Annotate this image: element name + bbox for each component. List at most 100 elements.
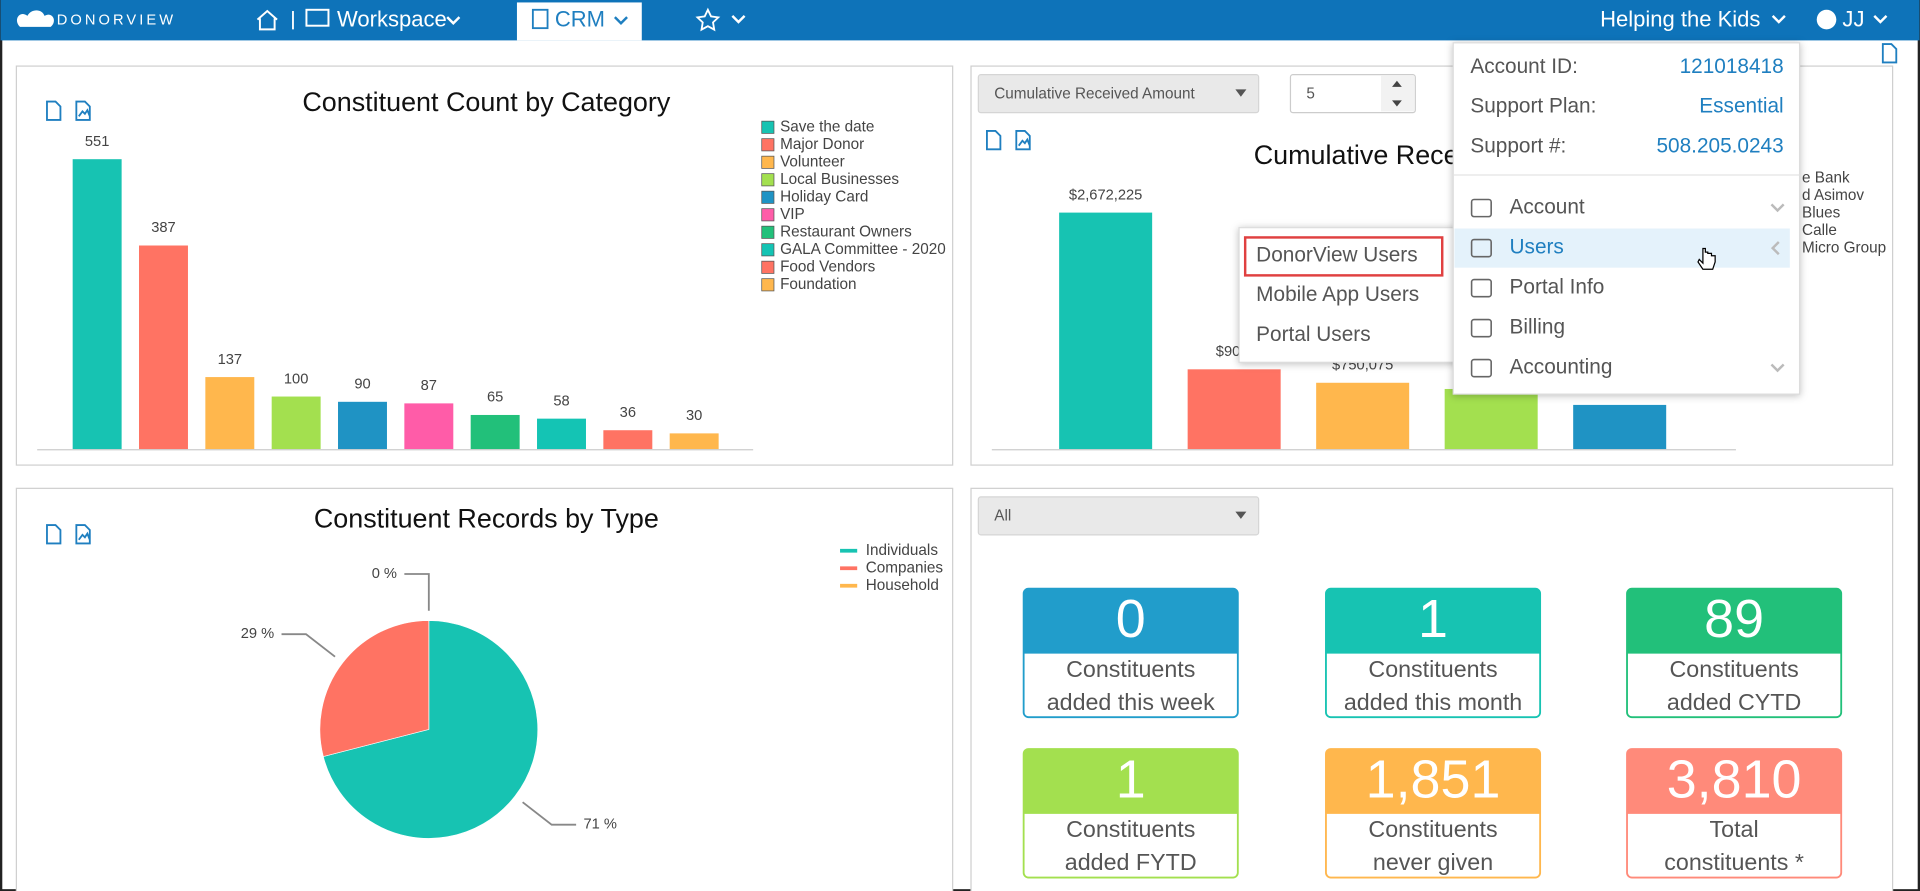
kpi-header: [1325, 588, 1541, 654]
kpi-header: [1627, 588, 1842, 654]
legend-swatch: [761, 173, 775, 187]
value-label: 87: [421, 378, 437, 394]
bar: [470, 414, 520, 450]
kpi-value: 1: [1116, 750, 1146, 810]
legend-label[interactable]: e Bank: [1802, 170, 1850, 187]
bar: [404, 403, 454, 450]
pie-slice: [322, 620, 539, 839]
legend-label[interactable]: Micro Group: [1802, 240, 1886, 257]
count-value[interactable]: 5: [1306, 85, 1314, 102]
value-label: 551: [85, 134, 109, 150]
chevron-icon[interactable]: [1771, 15, 1786, 24]
kpi-caption: added CYTD: [1667, 689, 1801, 715]
pdf-export-icon[interactable]: [986, 130, 1002, 151]
legend-label[interactable]: Save the date: [780, 118, 874, 135]
menu-item[interactable]: Account: [1510, 196, 1585, 219]
kpi-caption: constituents *: [1664, 849, 1804, 875]
image-export-icon[interactable]: [75, 524, 91, 545]
spinner[interactable]: [1381, 75, 1415, 112]
legend-swatch: [761, 190, 775, 204]
info-value[interactable]: 508.205.0243: [1656, 134, 1783, 157]
legend-label[interactable]: Companies: [866, 559, 944, 576]
legend-label[interactable]: Calle: [1802, 222, 1837, 239]
home-icon[interactable]: [256, 9, 278, 31]
image-export-icon[interactable]: [75, 100, 91, 121]
chevron-icon[interactable]: [1770, 363, 1785, 373]
legend-label[interactable]: Foundation: [780, 276, 856, 293]
monitor-icon[interactable]: [305, 8, 330, 27]
kpi-caption: Constituents: [1368, 656, 1497, 682]
dropdown[interactable]: [977, 74, 1260, 114]
legend-swatch: [761, 120, 775, 134]
logo-text[interactable]: DONORVIEW: [57, 13, 176, 29]
legend-label[interactable]: Restaurant Owners: [780, 223, 912, 240]
legend-label[interactable]: Major Donor: [780, 136, 864, 153]
page-pdf-icon[interactable]: [1881, 43, 1898, 64]
user-icon[interactable]: [1816, 9, 1837, 30]
info-value[interactable]: 121018418: [1680, 55, 1784, 78]
nav-organization[interactable]: Helping the Kids: [1600, 7, 1760, 32]
image-export-icon[interactable]: [1015, 130, 1031, 151]
legend-label[interactable]: Holiday Card: [780, 188, 868, 205]
value-label: $2,672,225: [1069, 187, 1142, 203]
menu-item[interactable]: Accounting: [1510, 356, 1613, 379]
leader-line: [281, 633, 336, 658]
dropdown-value[interactable]: All: [994, 508, 1011, 525]
nav-crm[interactable]: CRM: [555, 7, 605, 32]
dropdown-arrow: [1235, 511, 1247, 519]
legend-swatch: [761, 278, 775, 292]
submenu-item[interactable]: Mobile App Users: [1256, 283, 1419, 306]
crm-tab[interactable]: [516, 2, 642, 41]
nav-workspace[interactable]: Workspace: [337, 7, 447, 32]
submenu-item[interactable]: DonorView Users: [1256, 243, 1417, 266]
info-label: Account ID:: [1470, 55, 1578, 78]
chevron-icon[interactable]: [613, 16, 628, 25]
pdf-export-icon[interactable]: [46, 524, 62, 545]
cursor-hand: [1697, 247, 1716, 270]
chevron-icon[interactable]: [731, 15, 746, 24]
legend-label[interactable]: Volunteer: [780, 153, 845, 170]
legend-label[interactable]: Individuals: [866, 542, 939, 559]
submenu-item[interactable]: Portal Users: [1256, 323, 1370, 346]
pdf-export-icon[interactable]: [46, 100, 62, 121]
dropdown-value[interactable]: Cumulative Received Amount: [994, 85, 1195, 102]
bar: [1059, 212, 1153, 450]
chevron-icon[interactable]: [1770, 241, 1780, 256]
legend-label[interactable]: Household: [866, 577, 939, 594]
kpi-header: [1023, 588, 1238, 654]
legend-label[interactable]: VIP: [780, 206, 805, 223]
info-value[interactable]: Essential: [1699, 95, 1783, 118]
legend-label[interactable]: d Asimov: [1802, 187, 1864, 204]
logo-icon[interactable]: [17, 10, 54, 27]
crm-icon: [531, 8, 549, 30]
legend-label[interactable]: Food Vendors: [780, 258, 876, 275]
value-label: 65: [487, 390, 503, 406]
kpi-header: [1627, 749, 1842, 814]
pie-label: 29 %: [241, 626, 274, 642]
menu-item-icon: [1470, 198, 1492, 218]
dropdown[interactable]: [977, 496, 1260, 536]
chevron-icon[interactable]: [1770, 203, 1785, 213]
menu-item[interactable]: Users: [1510, 236, 1564, 259]
kpi-caption: added FYTD: [1065, 849, 1197, 875]
bar: [1573, 404, 1667, 450]
chevron-icon[interactable]: [1873, 15, 1888, 24]
favorites-icon[interactable]: [695, 7, 721, 32]
menu-item-icon: [1470, 318, 1492, 338]
legend-swatch: [761, 260, 775, 274]
nav-bar: [0, 0, 1920, 41]
bar: [72, 159, 122, 450]
menu-item[interactable]: Portal Info: [1510, 276, 1605, 299]
kpi-caption: added this week: [1047, 689, 1215, 715]
legend-label[interactable]: Blues: [1802, 205, 1841, 222]
nav-user[interactable]: JJ: [1842, 7, 1864, 32]
pie-label: 71 %: [583, 817, 616, 833]
bar: [271, 396, 321, 450]
leader-line: [404, 573, 430, 611]
legend-label[interactable]: GALA Committee - 2020: [780, 241, 946, 258]
value-label: 100: [284, 371, 308, 387]
legend-label[interactable]: Local Businesses: [780, 171, 899, 188]
chevron-icon[interactable]: [446, 16, 461, 25]
menu-item[interactable]: Billing: [1510, 316, 1566, 339]
